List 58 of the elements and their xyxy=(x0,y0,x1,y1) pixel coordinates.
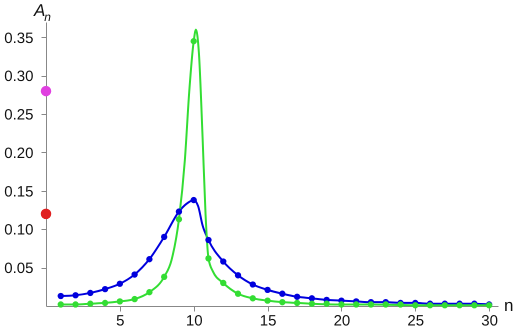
point xyxy=(116,298,124,305)
point xyxy=(40,86,52,96)
point xyxy=(368,301,374,308)
point xyxy=(308,295,316,302)
point xyxy=(294,300,300,306)
point xyxy=(220,280,226,286)
point xyxy=(146,256,153,262)
point xyxy=(102,286,108,292)
point xyxy=(161,274,168,280)
point xyxy=(87,300,94,307)
point xyxy=(205,255,212,262)
point xyxy=(205,236,212,244)
x-tick-label: 30 xyxy=(481,312,498,328)
point xyxy=(72,301,79,308)
y-tick-label: 0.10 xyxy=(4,222,34,239)
point xyxy=(250,281,256,288)
point xyxy=(294,294,300,300)
point xyxy=(72,292,79,298)
point xyxy=(190,38,197,44)
point xyxy=(279,290,286,297)
x-tick-label: 10 xyxy=(186,312,203,328)
point xyxy=(161,234,168,240)
y-tick-label: 0.05 xyxy=(4,260,34,278)
point xyxy=(250,295,256,302)
point xyxy=(58,301,64,308)
point xyxy=(412,302,418,308)
x-tick-label: 20 xyxy=(334,312,350,328)
point xyxy=(264,286,271,294)
point xyxy=(338,301,345,308)
point xyxy=(176,208,182,215)
point xyxy=(279,299,286,306)
point xyxy=(176,216,182,222)
point xyxy=(131,296,138,302)
point xyxy=(58,292,64,300)
y-tick-label: 0.25 xyxy=(4,106,34,124)
point xyxy=(234,290,242,297)
y-tick-label: 0.20 xyxy=(4,144,34,162)
point xyxy=(116,280,124,287)
point xyxy=(190,196,197,204)
point xyxy=(102,300,108,306)
point xyxy=(40,208,52,220)
point xyxy=(308,300,316,307)
x-tick-label: 15 xyxy=(260,312,276,328)
point xyxy=(146,289,153,296)
y-tick-label: 0.30 xyxy=(4,68,34,86)
point xyxy=(234,272,242,278)
point xyxy=(323,300,330,307)
point xyxy=(382,301,389,308)
point xyxy=(264,297,271,304)
x-tick-label: 25 xyxy=(407,312,424,328)
point xyxy=(220,258,226,265)
x-axis-title: n xyxy=(504,296,514,315)
point xyxy=(87,290,94,296)
y-tick-label: 0.35 xyxy=(4,30,34,47)
point xyxy=(353,301,360,308)
point xyxy=(131,271,138,278)
y-tick-label: 0.15 xyxy=(4,183,34,200)
x-tick-label: 5 xyxy=(116,312,125,328)
